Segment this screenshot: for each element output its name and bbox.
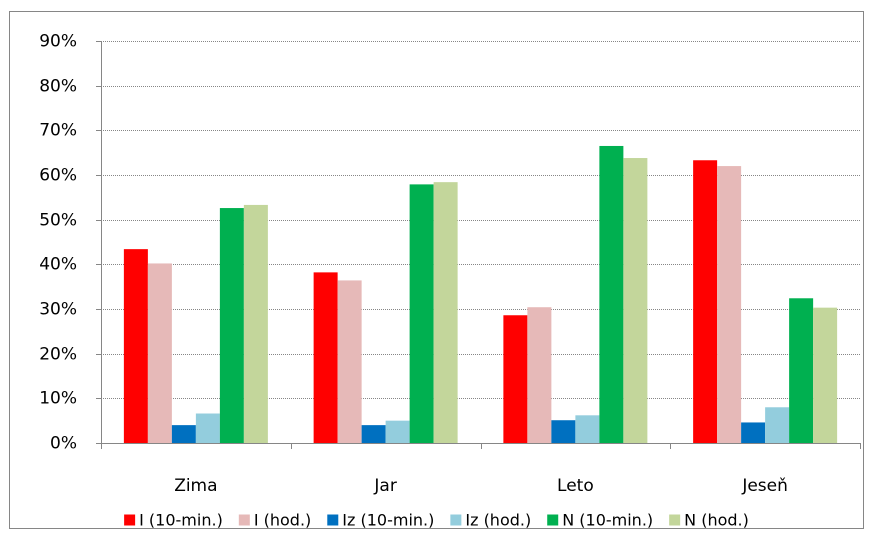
y-tick-label: 20% [39, 345, 77, 365]
legend-label: Iz (10-min.) [342, 511, 434, 530]
x-tick-label: Zima [174, 476, 217, 496]
bar [313, 272, 338, 443]
bar [337, 280, 362, 443]
y-tick-label: 10% [39, 389, 77, 409]
bar [789, 298, 814, 443]
legend-swatch [547, 514, 559, 526]
y-tick-label: 0% [50, 434, 77, 454]
bar [195, 413, 220, 443]
bar [123, 249, 148, 443]
bar [551, 420, 576, 443]
bar [385, 420, 410, 443]
legend-swatch [124, 514, 136, 526]
y-tick-label: 60% [39, 166, 77, 186]
x-tick-label: Leto [557, 476, 594, 496]
bar [147, 263, 172, 443]
bar [243, 204, 268, 443]
legend-label: N (10-min.) [562, 511, 653, 530]
y-tick-label: 50% [39, 211, 77, 231]
y-tick-label: 80% [39, 77, 77, 97]
y-tick-label: 70% [39, 121, 77, 141]
legend-swatch [327, 514, 339, 526]
bar [765, 407, 790, 443]
legend: I (10-min.) I (hod.) Iz (10-min.) Iz (hod.)… [124, 511, 749, 530]
legend-label: Iz (hod.) [465, 511, 531, 530]
legend-swatch [238, 514, 250, 526]
legend-label: N (hod.) [684, 511, 749, 530]
bar [171, 425, 196, 443]
bar [219, 208, 244, 443]
legend-swatch [450, 514, 462, 526]
y-tick-label: 90% [39, 32, 77, 52]
bar [599, 145, 624, 443]
bar [813, 307, 838, 443]
legend-label: I (10-min.) [139, 511, 223, 530]
bar [717, 166, 742, 444]
y-tick-label: 40% [39, 255, 77, 275]
bar [693, 160, 718, 443]
bar [575, 415, 600, 443]
y-tick-label: 30% [39, 300, 77, 320]
bar [623, 158, 648, 443]
bar [433, 182, 458, 443]
bar [741, 422, 766, 443]
legend-swatch [669, 514, 681, 526]
bar [409, 184, 434, 443]
bar [361, 425, 386, 443]
bar [503, 315, 528, 443]
bars [123, 145, 838, 444]
x-tick-label: Jar [373, 476, 396, 496]
x-tick-label: Jeseň [741, 476, 788, 496]
legend-label: I (hod.) [254, 511, 311, 530]
bar [527, 307, 552, 443]
axes: 0% 10% 20% 30% 40% 50% 60% 70% 80% 90% Zima Jar Leto… [39, 32, 861, 496]
